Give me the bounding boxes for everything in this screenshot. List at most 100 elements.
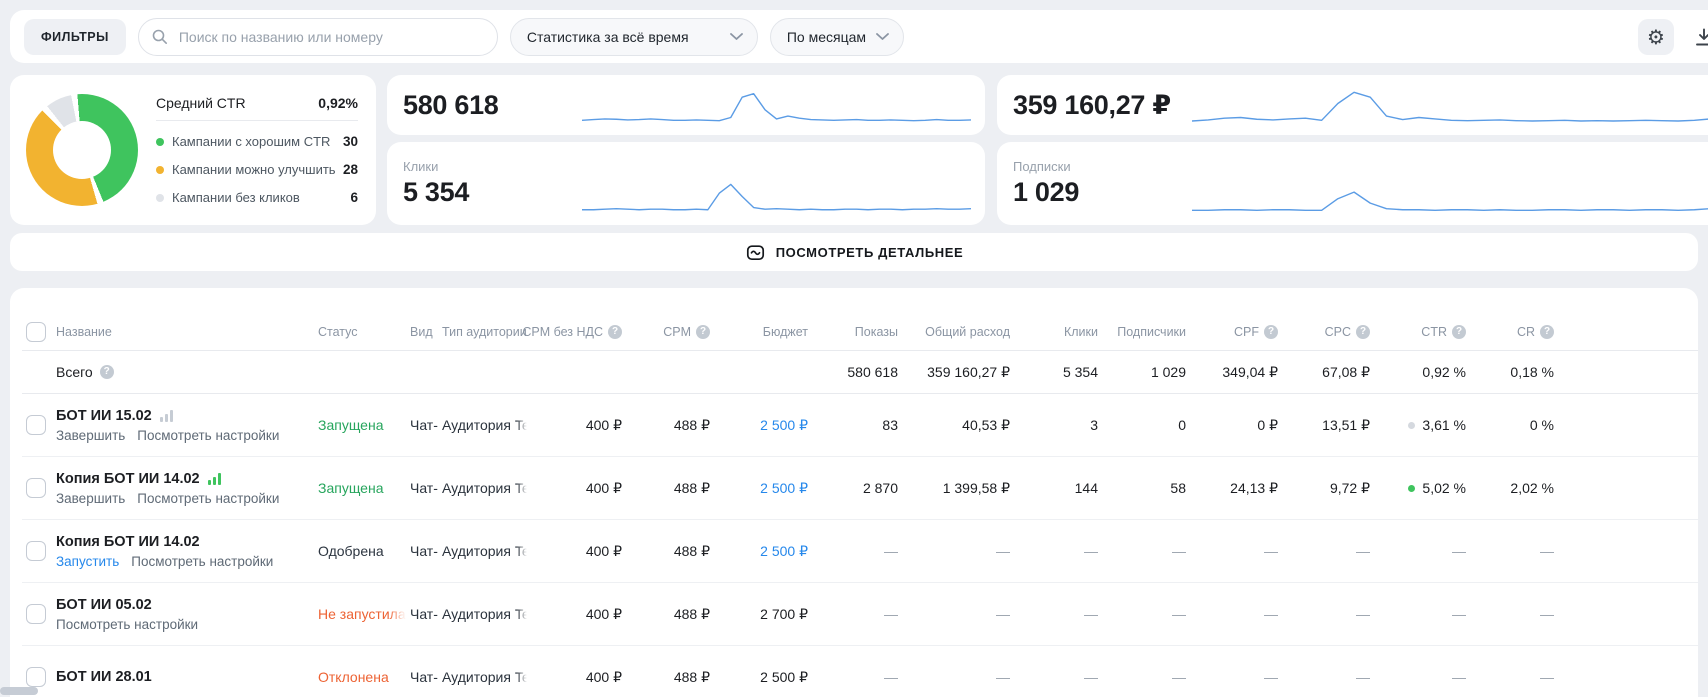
topbar: ФИЛЬТРЫ Статистика за всё время По месяц… — [10, 10, 1708, 63]
horizontal-scrollbar[interactable] — [0, 687, 38, 695]
help-icon[interactable]: ? — [1356, 325, 1370, 339]
column-header-status: Статус — [318, 325, 410, 339]
row-checkbox[interactable] — [26, 415, 46, 435]
stats-period-select[interactable]: Статистика за всё время — [509, 17, 758, 56]
cell-impressions: 83 — [882, 417, 898, 433]
campaign-actions: Завершить Посмотреть настройки — [56, 491, 318, 506]
action-link[interactable]: Посмотреть настройки — [131, 553, 274, 569]
ctr-value: 3,61 % — [1422, 417, 1466, 433]
action-link[interactable]: Посмотреть настройки — [137, 490, 280, 506]
budget-value[interactable]: 2 500 ₽ — [760, 542, 808, 559]
export-button[interactable] — [1686, 19, 1708, 55]
cell-spend: 40,53 ₽ — [962, 416, 1010, 433]
grouping-value: По месяцам — [786, 28, 867, 45]
ctr-summary-right: Средний CTR 0,92% Кампании с хорошим CTR… — [156, 95, 358, 205]
trend-icon — [745, 242, 766, 263]
audience-cell: Аудитория Te — [442, 417, 527, 433]
total-subscribers: 1 029 — [1150, 364, 1186, 380]
cell-budget: 2 500 ₽ — [710, 669, 808, 686]
legend-item: Кампании без кликов 6 — [156, 190, 358, 205]
cell-ctr: — — [1370, 543, 1466, 559]
help-icon[interactable]: ? — [1264, 325, 1278, 339]
help-icon[interactable]: ? — [696, 325, 710, 339]
filters-button[interactable]: ФИЛЬТРЫ — [24, 18, 126, 55]
campaign-title[interactable]: БОТ ИИ 05.02 — [56, 597, 318, 613]
checkbox-cell — [22, 667, 56, 687]
column-header-audience: Тип аудитории — [442, 325, 527, 339]
legend-label: Кампании без кликов — [172, 190, 300, 205]
cell-spend: 1 399,58 ₽ — [942, 479, 1010, 496]
column-header-clicks: Клики — [1010, 325, 1098, 339]
legend-item: Кампании с хорошим CTR 30 — [156, 134, 358, 149]
action-link[interactable]: Завершить — [56, 427, 126, 443]
action-link[interactable]: Посмотреть настройки — [56, 616, 199, 632]
campaign-title[interactable]: БОТ ИИ 28.01 — [56, 669, 318, 685]
sparkline-chart — [1192, 154, 1708, 217]
cell-cr: 2,02 % — [1510, 480, 1554, 496]
ctr-dot-icon — [1408, 421, 1416, 429]
audience-cell: Аудитория Te — [442, 606, 527, 622]
download-icon — [1693, 26, 1708, 48]
column-header-label: Клики — [1063, 325, 1098, 339]
cell-cpf: 24,13 ₽ — [1230, 479, 1278, 496]
campaign-title[interactable]: Копия БОТ ИИ 14.02 — [56, 471, 318, 487]
campaign-name-cell: Копия БОТ ИИ 14.02 Запустить Посмотреть на… — [56, 534, 318, 569]
checkbox-cell — [22, 478, 56, 498]
audience-cell: Аудитория Te — [442, 669, 527, 685]
column-header-label: Тип аудитории — [442, 325, 527, 339]
select-all-checkbox[interactable] — [26, 322, 46, 342]
column-header-cpm: CPM? — [622, 325, 710, 339]
help-icon[interactable]: ? — [1540, 325, 1554, 339]
table-row: Копия БОТ ИИ 14.02 Завершить Посмотреть на… — [22, 457, 1698, 520]
legend-value: 28 — [342, 162, 358, 177]
search-field[interactable] — [137, 17, 498, 56]
sparkline-chart — [1192, 87, 1708, 127]
chevron-down-icon — [729, 32, 743, 41]
budget-value[interactable]: 2 500 ₽ — [760, 416, 808, 433]
row-checkbox[interactable] — [26, 478, 46, 498]
kind-cell: Чат- — [410, 417, 438, 433]
stat-card-value: 5 354 — [403, 177, 470, 207]
cell-ctr: 3,61 % — [1370, 417, 1466, 433]
kind-cell: Чат- — [410, 669, 438, 685]
column-header-label: CPM без НДС — [522, 325, 603, 339]
campaign-actions: Запустить Посмотреть настройки — [56, 554, 318, 569]
campaigns-table: Название Статус Вид Тип аудитории CPM без НД… — [10, 288, 1698, 697]
help-icon[interactable]: ? — [99, 365, 114, 379]
campaign-title[interactable]: БОТ ИИ 15.02 — [56, 408, 318, 424]
row-checkbox[interactable] — [26, 604, 46, 624]
cell-cpm: 488 ₽ — [673, 668, 710, 685]
action-link[interactable]: Посмотреть настройки — [137, 427, 280, 443]
view-details-button[interactable]: ПОСМОТРЕТЬ ДЕТАЛЬНЕЕ — [10, 233, 1698, 271]
cell-cpf: — — [1264, 669, 1278, 685]
grouping-select[interactable]: По месяцам — [769, 17, 904, 56]
search-input[interactable] — [176, 27, 485, 46]
action-link[interactable]: Запустить — [56, 553, 120, 569]
action-link[interactable]: Завершить — [56, 490, 126, 506]
budget-value[interactable]: 2 500 ₽ — [760, 479, 808, 496]
cell-cpc: — — [1356, 606, 1370, 622]
cell-ctr: — — [1370, 669, 1466, 685]
ctr-value: 5,02 % — [1422, 480, 1466, 496]
table-body: БОТ ИИ 15.02 Завершить Посмотреть настройк… — [22, 394, 1698, 697]
cell-cr: 0 % — [1529, 417, 1554, 433]
checkbox-cell — [22, 541, 56, 561]
legend-dot-icon — [156, 193, 164, 202]
help-icon[interactable]: ? — [1452, 325, 1466, 339]
settings-button[interactable]: ⚙ — [1638, 18, 1674, 55]
help-icon[interactable]: ? — [608, 325, 622, 339]
stat-card: Подписки 1 029 — [997, 142, 1708, 225]
column-header-label: CPF — [1234, 325, 1259, 339]
legend-label: Кампании с хорошим CTR — [172, 134, 331, 149]
column-header-label: CPM — [663, 325, 691, 339]
campaign-title[interactable]: Копия БОТ ИИ 14.02 — [56, 534, 318, 550]
row-checkbox[interactable] — [26, 667, 46, 687]
row-checkbox[interactable] — [26, 541, 46, 561]
cell-clicks: 3 — [1090, 417, 1098, 433]
campaign-title-text: БОТ ИИ 15.02 — [56, 407, 152, 424]
legend-dot-icon — [156, 137, 164, 146]
legend-label: Кампании можно улучшить — [172, 162, 336, 177]
total-label-text: Всего — [56, 364, 93, 380]
gear-icon: ⚙ — [1647, 24, 1665, 49]
